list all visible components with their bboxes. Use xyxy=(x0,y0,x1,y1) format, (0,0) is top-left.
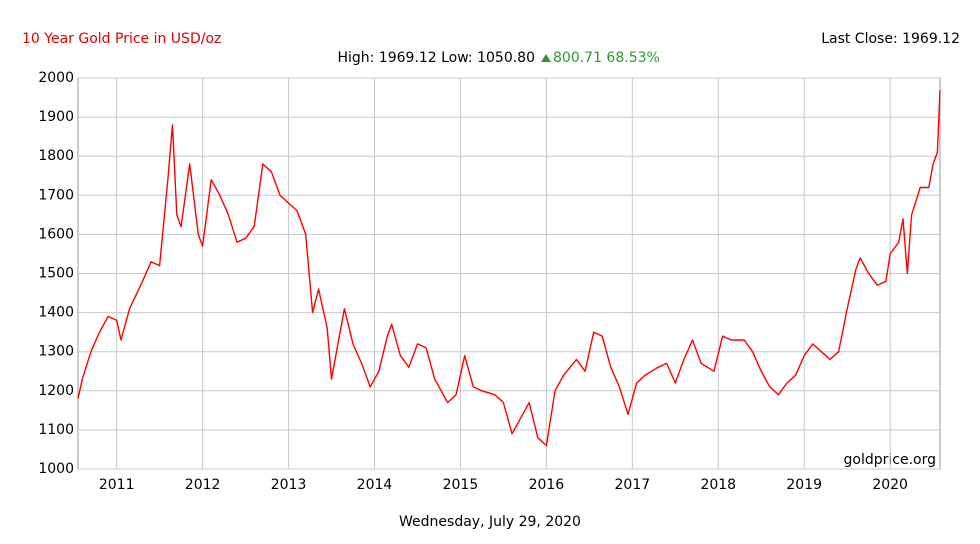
x-tick-label: 2013 xyxy=(271,477,307,493)
high-low: High: 1969.12 Low: 1050.80 xyxy=(337,50,535,66)
x-tick-label: 2011 xyxy=(99,477,135,493)
change: 800.71 68.53% xyxy=(553,50,660,66)
y-tick-label: 1700 xyxy=(38,187,74,203)
x-tick-label: 2017 xyxy=(615,477,651,493)
y-tick-label: 1600 xyxy=(38,226,74,242)
y-tick-label: 2000 xyxy=(38,70,74,86)
x-tick-label: 2016 xyxy=(529,477,565,493)
price-line xyxy=(77,90,941,447)
y-tick-label: 1000 xyxy=(38,461,74,477)
y-tick-label: 1900 xyxy=(38,109,74,125)
x-tick-label: 2018 xyxy=(700,477,736,493)
chart-title: 10 Year Gold Price in USD/oz xyxy=(22,31,221,47)
y-tick-label: 1400 xyxy=(38,305,74,321)
x-tick-label: 2014 xyxy=(357,477,393,493)
x-tick-label: 2015 xyxy=(443,477,479,493)
y-tick-label: 1100 xyxy=(38,422,74,438)
up-arrow xyxy=(541,54,551,62)
y-tick-label: 1500 xyxy=(38,266,74,282)
x-tick-label: 2012 xyxy=(185,477,221,493)
x-tick-label: 2020 xyxy=(872,477,908,493)
date: Wednesday, July 29, 2020 xyxy=(399,514,581,530)
y-tick-label: 1200 xyxy=(38,383,74,399)
y-tick-label: 1800 xyxy=(38,148,74,164)
y-tick-label: 1300 xyxy=(38,344,74,360)
last-close: Last Close: 1969.12 xyxy=(821,31,960,47)
x-tick-label: 2019 xyxy=(786,477,822,493)
